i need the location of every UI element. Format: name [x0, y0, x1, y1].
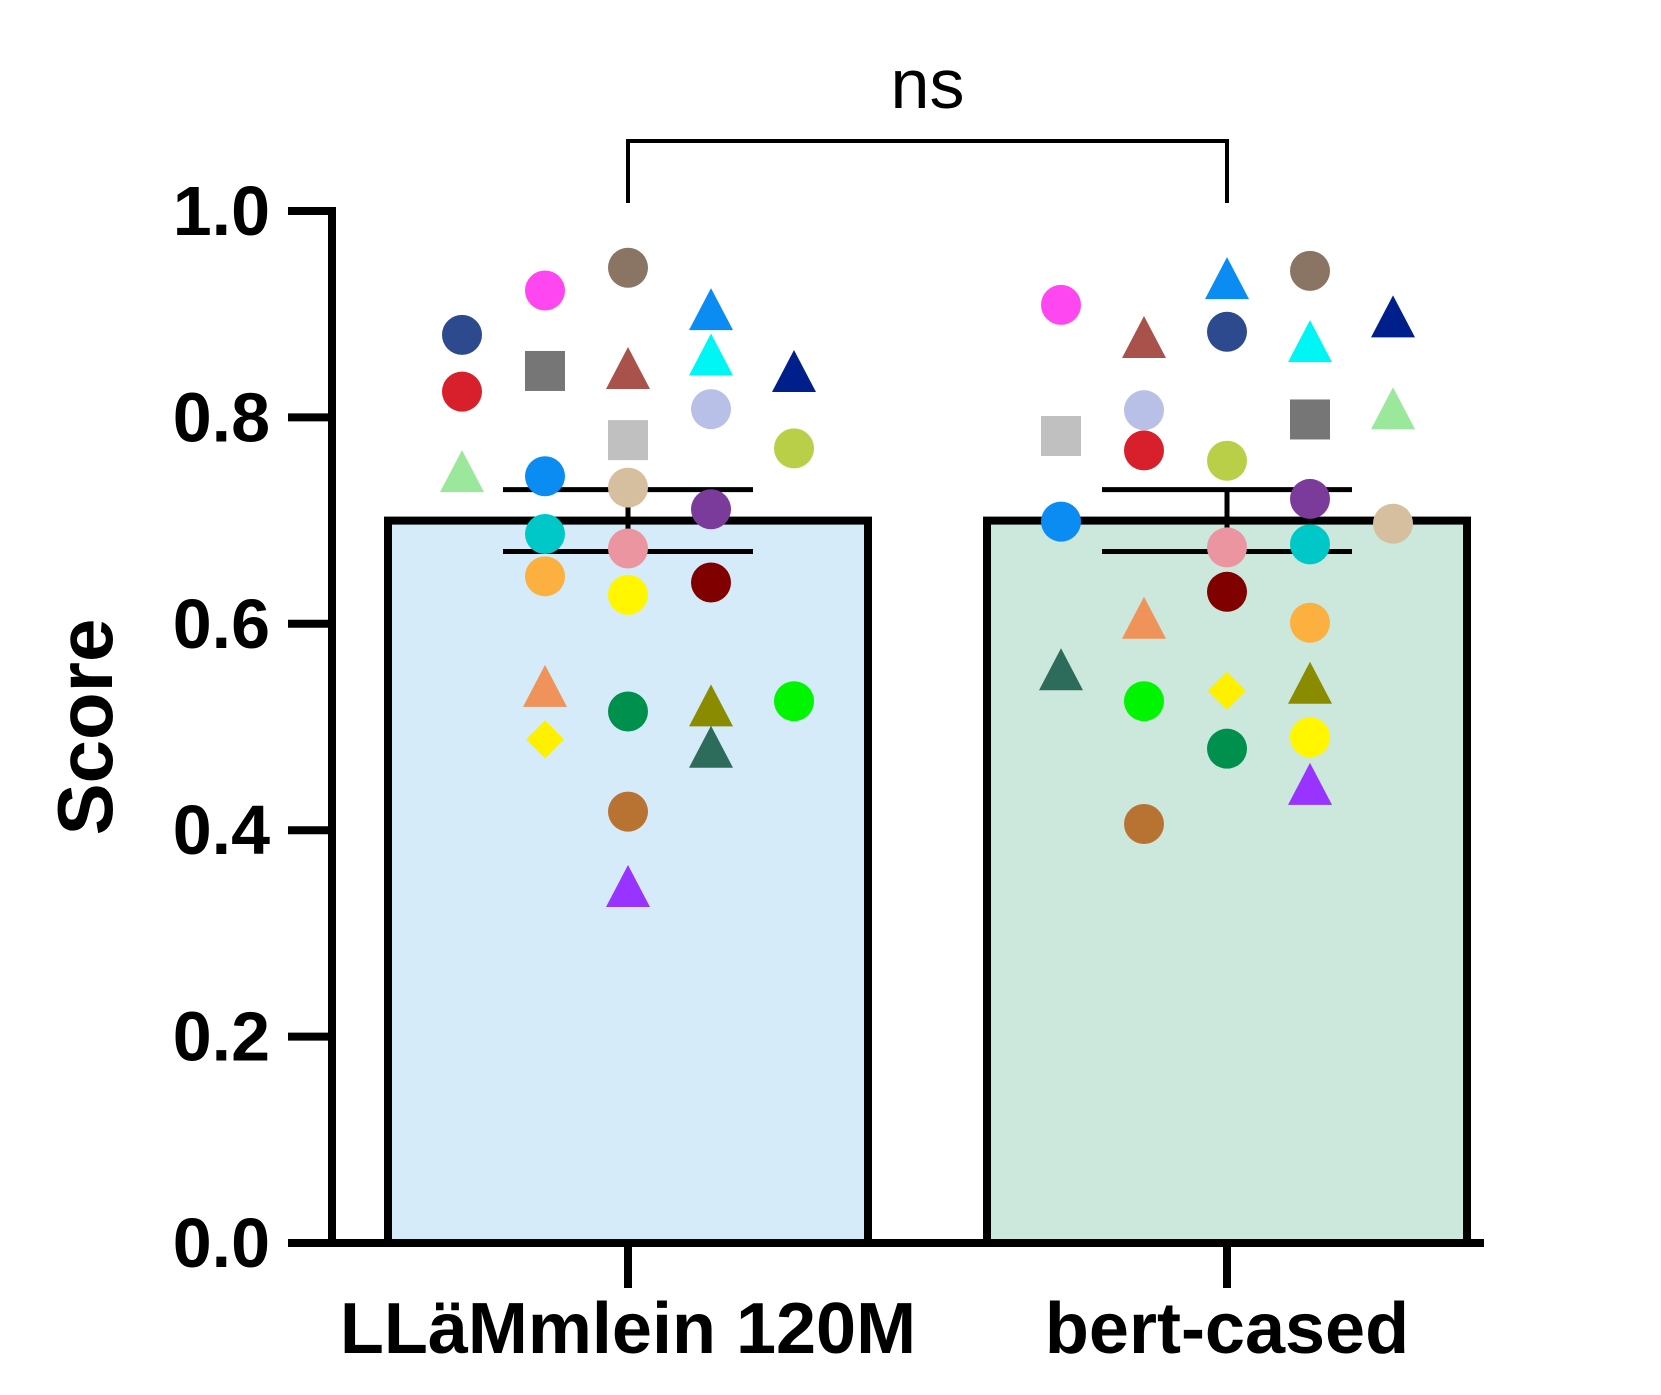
data-point-2-2 — [1041, 415, 1081, 456]
significance-bracket-line — [626, 139, 1229, 203]
data-point-2-11 — [1205, 257, 1249, 300]
data-point-1-8 — [525, 556, 565, 597]
data-point-2-9 — [1124, 681, 1164, 722]
bar-2 — [983, 516, 1471, 1247]
data-point-1-29 — [774, 681, 814, 722]
data-point-1-4 — [525, 270, 565, 311]
data-point-1-24 — [691, 562, 731, 603]
data-point-2-29 — [1373, 503, 1413, 544]
data-point-2-5 — [1122, 316, 1166, 358]
data-point-2-23 — [1290, 602, 1330, 643]
x-category-label-2: bert-cased — [1045, 1289, 1409, 1369]
data-point-2-4 — [1039, 648, 1083, 691]
data-point-2-14 — [1207, 527, 1247, 568]
data-point-2-13 — [1207, 440, 1247, 481]
data-point-1-20 — [689, 288, 733, 331]
x-category-label-1: LLäMmlein 120M — [340, 1289, 916, 1369]
data-point-2-15 — [1207, 571, 1247, 612]
y-tick-label-5: 1.0 — [173, 172, 270, 250]
significance-label: ns — [891, 45, 965, 123]
data-points — [440, 247, 1415, 908]
data-point-2-19 — [1288, 320, 1332, 363]
data-point-1-11 — [608, 247, 648, 288]
data-point-2-26 — [1288, 762, 1332, 805]
data-point-1-19 — [606, 865, 650, 908]
data-point-1-25 — [689, 684, 733, 727]
y-tick-label-0: 0.0 — [173, 1204, 270, 1282]
data-point-1-28 — [774, 428, 814, 469]
data-point-1-14 — [608, 467, 648, 508]
data-point-1-26 — [689, 725, 733, 768]
data-point-1-7 — [525, 514, 565, 555]
significance-bracket: ns — [626, 45, 1229, 203]
data-point-1-3 — [440, 450, 484, 493]
data-point-1-1 — [442, 314, 482, 355]
data-point-2-22 — [1290, 524, 1330, 565]
data-point-1-10 — [526, 720, 564, 759]
data-point-1-22 — [691, 389, 731, 430]
data-point-1-17 — [608, 691, 648, 732]
data-point-2-17 — [1207, 728, 1247, 769]
data-point-2-12 — [1207, 311, 1247, 352]
data-point-1-13 — [608, 420, 648, 461]
data-point-1-5 — [525, 350, 565, 391]
data-point-1-15 — [608, 528, 648, 569]
data-point-2-7 — [1124, 430, 1164, 471]
data-point-2-18 — [1290, 250, 1330, 291]
data-point-2-3 — [1041, 501, 1081, 542]
data-point-2-10 — [1124, 804, 1164, 845]
data-point-1-16 — [608, 574, 648, 615]
data-point-2-16 — [1208, 671, 1246, 710]
data-point-1-6 — [525, 456, 565, 497]
tick-labels: 0.0 0.2 0.4 0.6 0.8 1.0 LLäMmlein 120M bert-cas… — [173, 172, 1409, 1369]
data-point-1-21 — [689, 333, 733, 376]
data-point-1-9 — [523, 664, 567, 707]
data-point-2-1 — [1041, 284, 1081, 325]
data-point-2-8 — [1122, 596, 1166, 639]
axes — [288, 207, 1484, 1288]
data-point-1-18 — [608, 791, 648, 832]
data-point-2-27 — [1371, 295, 1415, 338]
data-point-2-25 — [1290, 717, 1330, 758]
data-point-1-12 — [606, 346, 650, 389]
data-point-1-27 — [772, 350, 816, 393]
y-tick-label-3: 0.6 — [173, 585, 270, 663]
data-point-1-23 — [691, 489, 731, 530]
data-point-1-2 — [442, 371, 482, 412]
data-point-2-21 — [1290, 478, 1330, 519]
bars-layer — [384, 516, 1471, 1247]
data-point-2-20 — [1290, 399, 1330, 440]
y-axis-title: Score — [41, 619, 129, 836]
data-point-2-24 — [1288, 661, 1332, 704]
data-point-2-6 — [1124, 390, 1164, 431]
y-tick-label-1: 0.2 — [173, 998, 270, 1076]
y-tick-label-4: 0.8 — [173, 378, 270, 456]
data-point-2-28 — [1371, 387, 1415, 430]
y-tick-label-2: 0.4 — [173, 791, 270, 869]
